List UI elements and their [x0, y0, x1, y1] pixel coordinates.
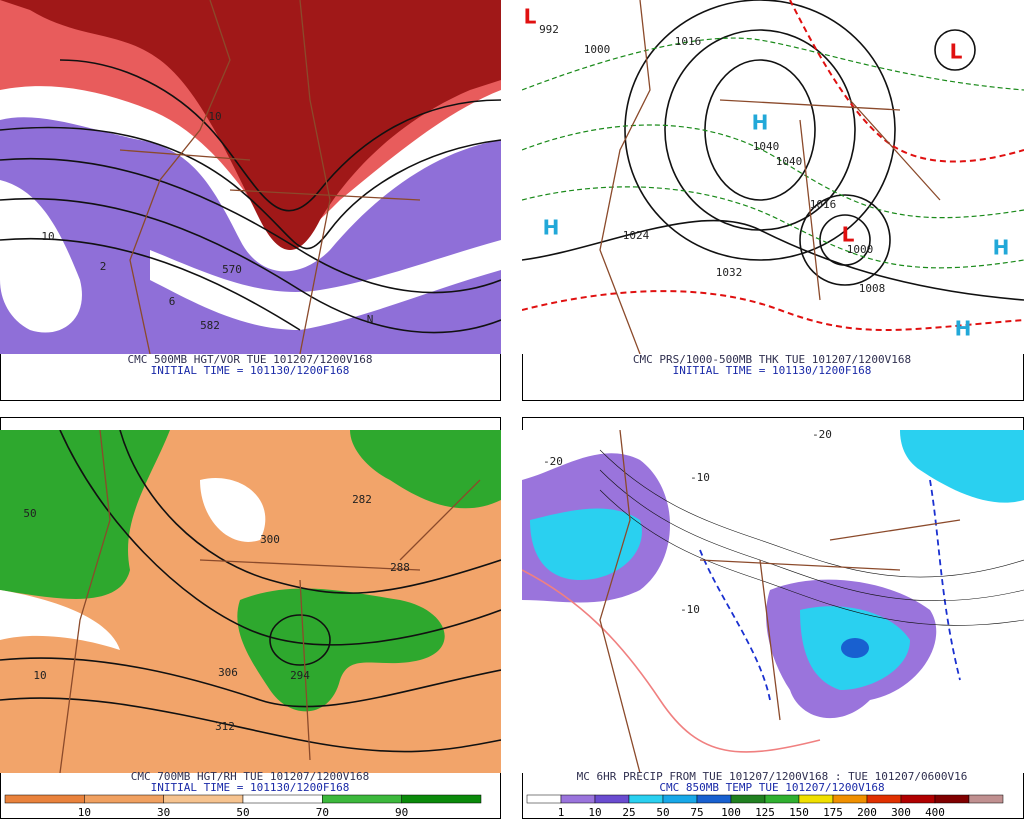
contour-label: 6 [169, 295, 176, 308]
contour-label: 288 [390, 561, 410, 574]
colorbar-label: 100 [721, 806, 741, 819]
colorbar-swatch [84, 794, 164, 804]
contour-label: 992 [539, 23, 559, 36]
colorbar-label: 150 [789, 806, 809, 819]
colorbar-swatch [696, 794, 732, 804]
caption: INITIAL TIME = 101130/1200F168 [673, 364, 872, 377]
colorbar-swatch [730, 794, 766, 804]
colorbar-label: 25 [622, 806, 635, 819]
colorbar-swatch [764, 794, 800, 804]
colorbar-swatch [968, 794, 1004, 804]
contour-label: 1016 [675, 35, 702, 48]
colorbar-swatch [934, 794, 970, 804]
pressure-center: H [543, 216, 560, 240]
caption: INITIAL TIME = 101130/1200F168 [151, 781, 350, 794]
colorbar-swatch [242, 794, 323, 804]
colorbar-swatch [798, 794, 834, 804]
contour-label: 1040 [753, 140, 780, 153]
contour-label: 2 [100, 260, 107, 273]
contour-label: 1016 [810, 198, 837, 211]
colorbar-label: 50 [236, 806, 249, 819]
contour-label: 1024 [623, 229, 650, 242]
pressure-center: L [950, 40, 963, 64]
contour-label: 306 [218, 666, 238, 679]
colorbar-label: 10 [588, 806, 601, 819]
contour-label: N [367, 313, 374, 326]
colorbar-label: 300 [891, 806, 911, 819]
colorbar-label: 90 [395, 806, 408, 819]
colorbar-label: 50 [656, 806, 669, 819]
contour-label: 312 [215, 720, 235, 733]
caption: CMC 500MB HGT/VOR TUE 101207/1200V168 [127, 353, 372, 366]
map-700mb [0, 430, 501, 773]
contour-label: 1000 [847, 243, 874, 256]
colorbar-swatch [832, 794, 868, 804]
colorbar-swatch [4, 794, 85, 804]
pressure-center: L [524, 5, 537, 29]
colorbar-swatch [900, 794, 936, 804]
contour-label: 10 [41, 230, 54, 243]
precip-colorbar: 1 10 25 50 75 100 125 150 175 200 300 400 [526, 794, 1004, 819]
map-precip [522, 430, 1024, 773]
pressure-center: H [955, 317, 972, 341]
caption: INITIAL TIME = 101130/1200F168 [151, 364, 350, 377]
contour-label: 294 [290, 669, 310, 682]
colorbar-swatch [662, 794, 698, 804]
colorbar-label: 10 [78, 806, 91, 819]
colorbar-swatch [594, 794, 630, 804]
colorbar-swatch [628, 794, 664, 804]
contour-label: -10 [680, 603, 700, 616]
colorbar-label: 400 [925, 806, 945, 819]
colorbar-swatch [322, 794, 402, 804]
caption: CMC 850MB TEMP TUE 101207/1200V168 [659, 781, 884, 794]
caption: MC 6HR PRECIP FROM TUE 101207/1200V168 :… [577, 770, 968, 783]
contour-label: 300 [260, 533, 280, 546]
contour-label: 1000 [584, 43, 611, 56]
colorbar-swatch [401, 794, 482, 804]
caption: CMC PRS/1000-500MB THK TUE 101207/1200V1… [633, 353, 911, 366]
contour-label: 570 [222, 263, 242, 276]
colorbar-swatch [163, 794, 244, 804]
contour-label: 10 [208, 110, 221, 123]
pressure-center: H [993, 236, 1010, 260]
colorbar-swatch [560, 794, 596, 804]
contour-label: 1008 [859, 282, 886, 295]
colorbar-label: 200 [857, 806, 877, 819]
contour-label: 50 [23, 507, 36, 520]
map-500mb [0, 0, 501, 354]
colorbar-label: 30 [157, 806, 170, 819]
colorbar-label: 75 [690, 806, 703, 819]
contour-label: -20 [812, 428, 832, 441]
pressure-center: L [842, 223, 855, 247]
colorbar-swatch [866, 794, 902, 804]
contour-label: 1032 [716, 266, 743, 279]
contour-label: 282 [352, 493, 372, 506]
contour-label: -10 [690, 471, 710, 484]
contour-label: 582 [200, 319, 220, 332]
colorbar-swatch [526, 794, 562, 804]
colorbar-label: 125 [755, 806, 775, 819]
caption: CMC 700MB HGT/RH TUE 101207/1200V168 [131, 770, 369, 783]
pressure-center: H [752, 111, 769, 135]
rh-colorbar: 10 30 50 70 90 [4, 794, 482, 819]
colorbar-label: 1 [558, 806, 565, 819]
contour-label: -20 [543, 455, 563, 468]
map-pressure [522, 0, 1024, 354]
contour-label: 10 [33, 669, 46, 682]
contour-label: 1040 [776, 155, 803, 168]
colorbar-label: 175 [823, 806, 843, 819]
colorbar-label: 70 [316, 806, 329, 819]
